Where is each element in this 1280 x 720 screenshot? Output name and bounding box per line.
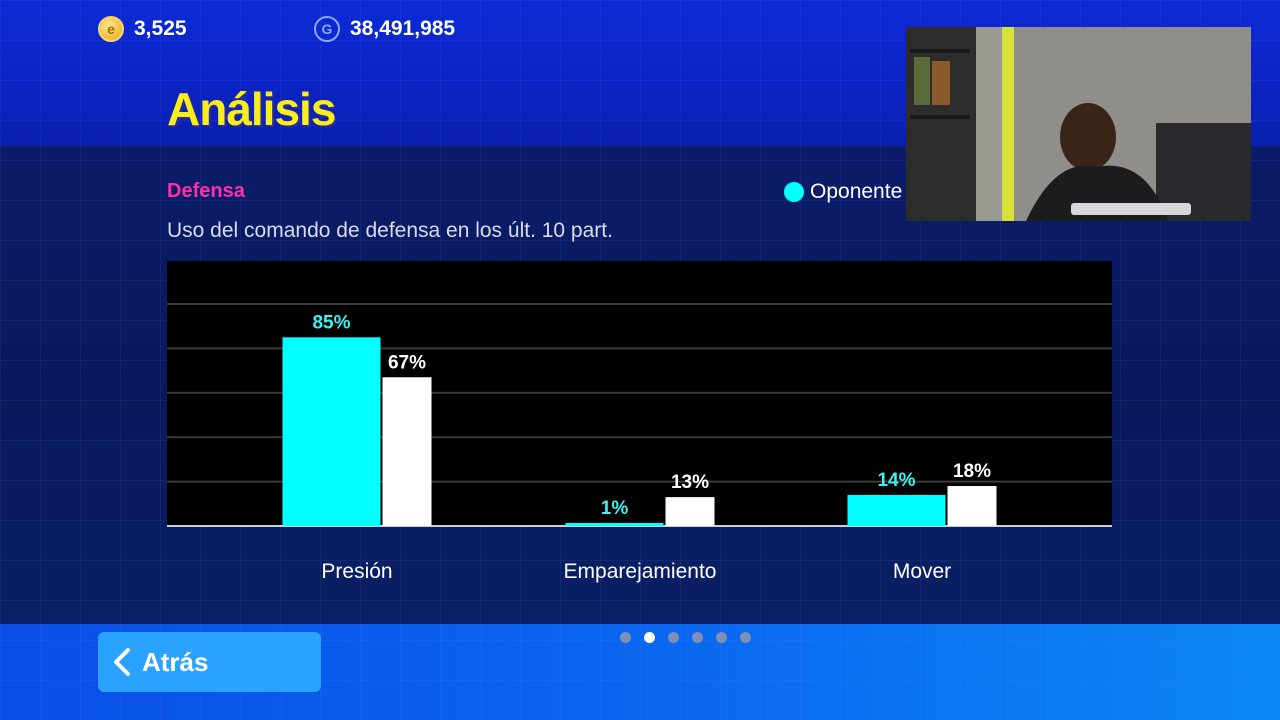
page-dot[interactable]	[740, 632, 751, 643]
bar-oponente-1	[565, 523, 664, 526]
data-label: 85%	[312, 312, 350, 333]
webcam-feed	[906, 27, 1251, 221]
back-button[interactable]: Atrás	[98, 632, 321, 692]
page-indicator	[620, 632, 751, 643]
coin-balance: e 3,525	[98, 16, 187, 42]
section-subtitle: Uso del comando de defensa en los últ. 1…	[167, 219, 613, 242]
page-dot[interactable]	[644, 632, 655, 643]
data-label: 67%	[388, 352, 426, 373]
page-dot[interactable]	[668, 632, 679, 643]
bar-usuario-2	[947, 486, 997, 526]
section-title: Defensa	[167, 180, 245, 202]
bar-usuario-0	[382, 377, 432, 526]
data-label: 13%	[671, 472, 709, 493]
gp-icon: G	[314, 16, 340, 42]
gp-balance: G 38,491,985	[314, 16, 455, 42]
data-label: 14%	[877, 470, 915, 491]
category-label: Mover	[892, 560, 952, 583]
bar-oponente-0	[282, 337, 381, 526]
coin-value: 3,525	[134, 17, 187, 40]
page-dot[interactable]	[620, 632, 631, 643]
chart-legend: Oponente	[784, 180, 902, 204]
data-label: 18%	[953, 461, 991, 482]
page-title: Análisis	[167, 83, 336, 135]
coin-icon: e	[98, 16, 124, 42]
legend-label: Oponente	[810, 180, 903, 203]
bar-oponente-2	[847, 494, 946, 526]
bar-usuario-1	[665, 497, 715, 526]
gp-value: 38,491,985	[350, 17, 456, 40]
category-label: Emparejamiento	[563, 560, 717, 583]
data-label: 1%	[601, 498, 629, 519]
chevron-left-icon	[114, 648, 130, 676]
legend-dot-icon	[784, 182, 804, 202]
page-dot[interactable]	[716, 632, 727, 643]
page-dot[interactable]	[692, 632, 703, 643]
webcam-overlay	[906, 27, 1251, 221]
defense-chart: 85% 67% 1% 13% 14% 18%	[167, 261, 1112, 527]
category-label: Presión	[321, 560, 393, 583]
back-button-label: Atrás	[142, 646, 209, 677]
chart-svg: 85% 67% 1% 13% 14% 18%	[167, 261, 1112, 527]
